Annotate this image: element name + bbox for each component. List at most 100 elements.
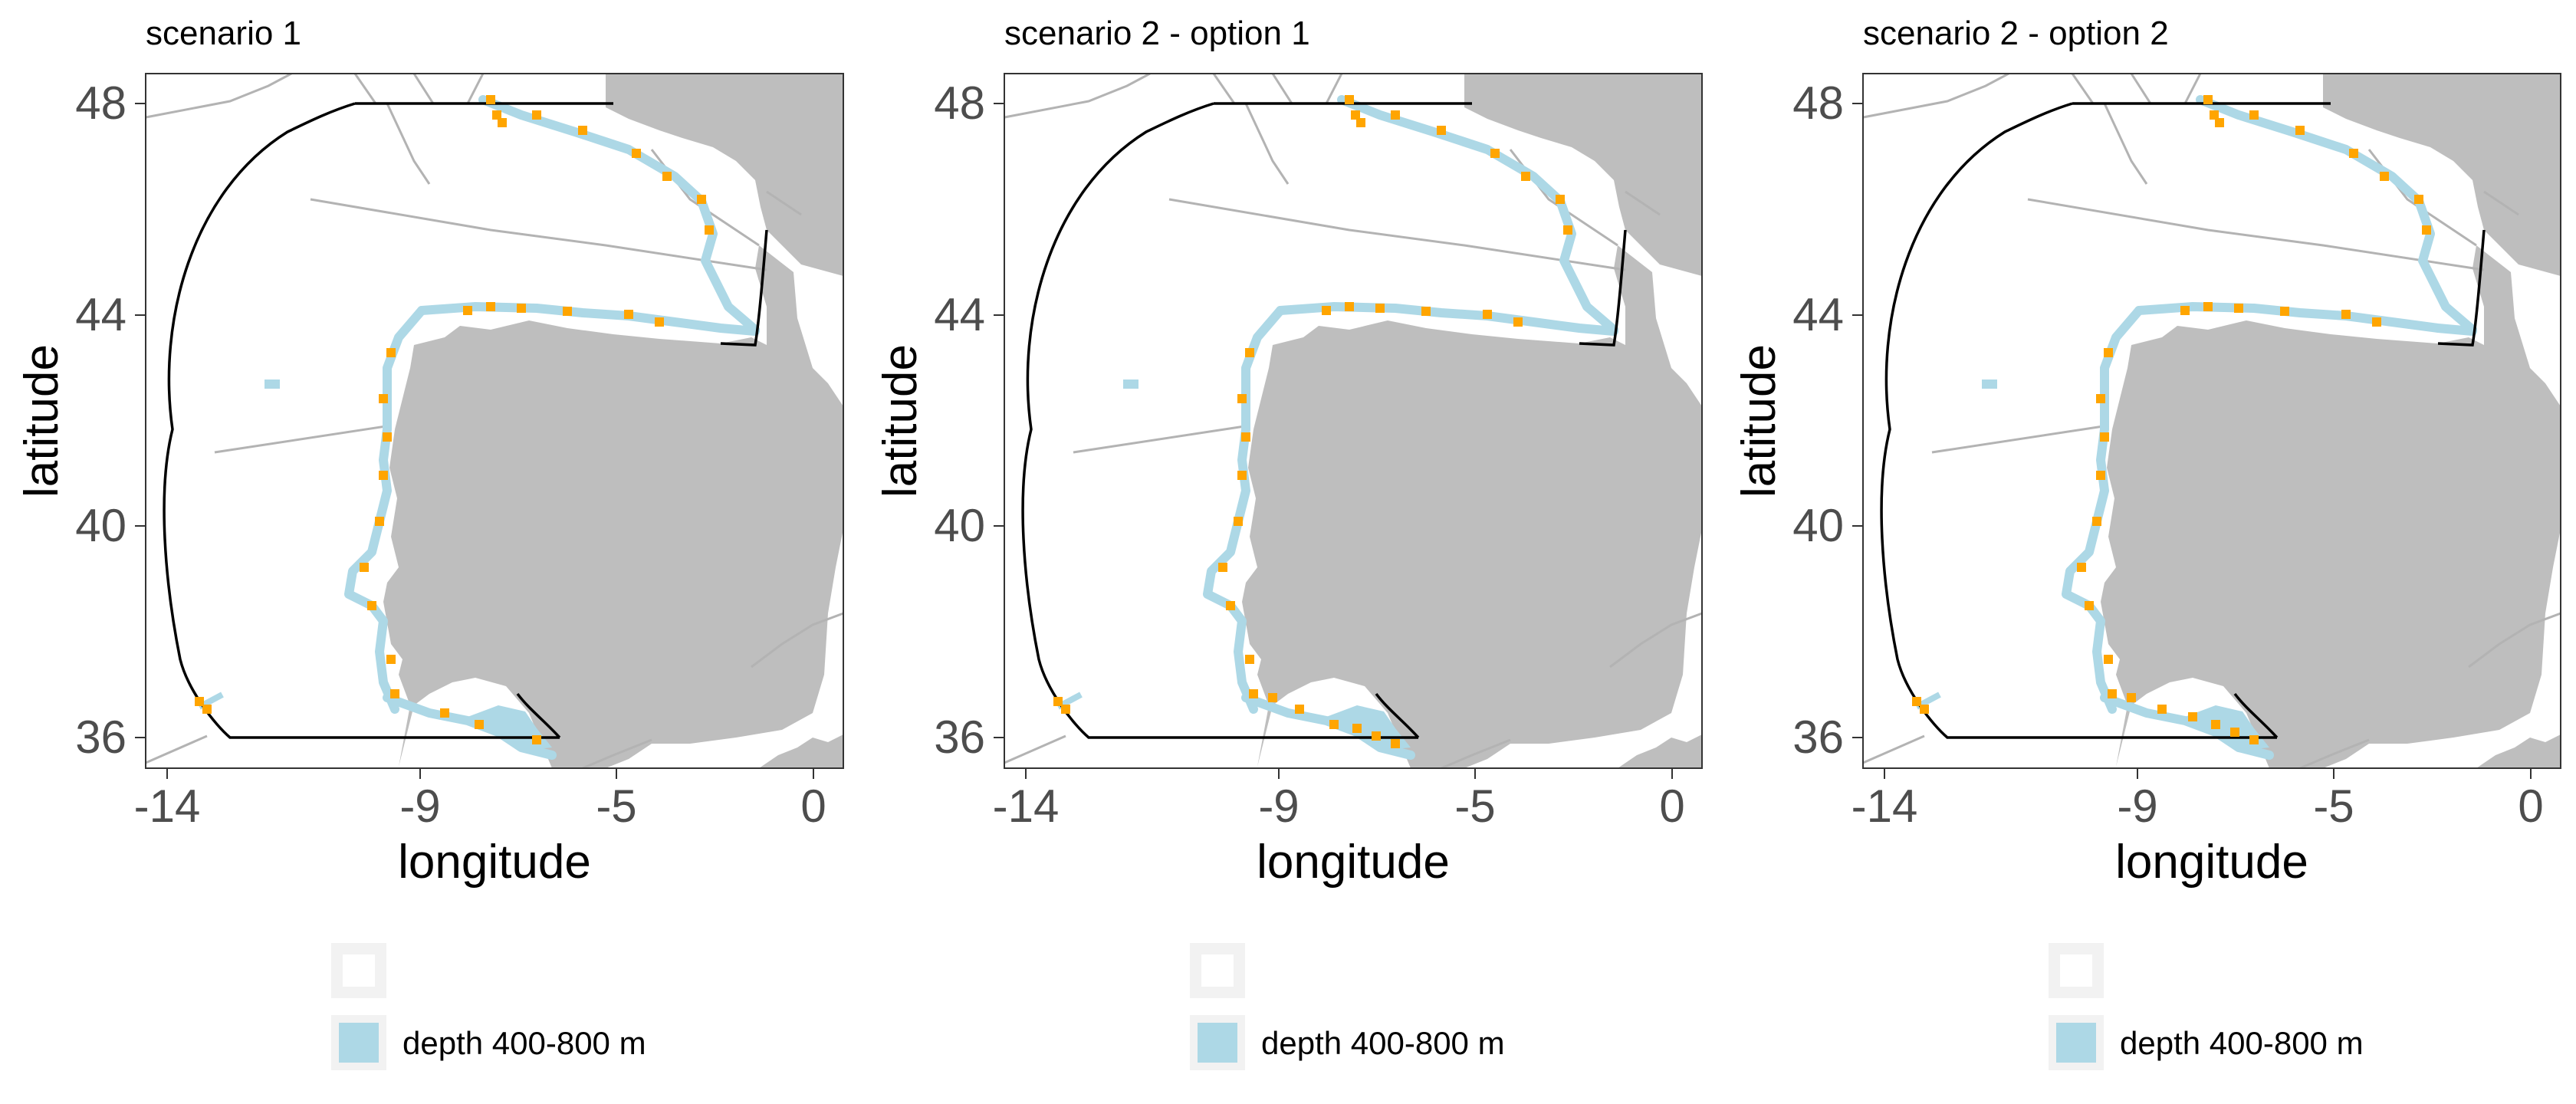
data-point (202, 705, 212, 714)
map-area (1004, 74, 1702, 768)
data-point (2180, 306, 2190, 315)
data-point (1237, 471, 1247, 480)
y-axis-label: latitude (15, 344, 68, 498)
zone-line (1168, 198, 1626, 271)
y-tick-label: 40 (1792, 500, 1844, 551)
data-point (2203, 302, 2213, 311)
data-point (1391, 739, 1400, 748)
zone-line (1004, 74, 1151, 119)
data-point (1912, 697, 1921, 706)
zone-line (353, 74, 377, 104)
y-tick-label: 44 (934, 289, 985, 340)
data-point (1218, 563, 1227, 572)
data-point (2096, 394, 2105, 403)
zone-line (2027, 198, 2485, 271)
data-point (1372, 731, 1381, 741)
y-tick-label: 44 (1792, 289, 1844, 340)
data-point (1356, 118, 1365, 127)
x-axis-label: longitude (1257, 836, 1450, 889)
data-point (1322, 306, 1331, 315)
x-axis-label: longitude (398, 836, 591, 889)
x-tick-label: -5 (2313, 780, 2354, 832)
data-point (2188, 712, 2197, 721)
legend-swatch-depth (1198, 1023, 1237, 1063)
x-tick-label: -5 (596, 780, 636, 832)
x-tick-label: -5 (1454, 780, 1495, 832)
land-mass (383, 245, 843, 768)
y-axis-label: latitude (1733, 344, 1786, 498)
data-point (390, 689, 399, 698)
x-tick-label: 0 (1659, 780, 1684, 832)
zone-line (2071, 74, 2095, 104)
x-tick-label: 0 (800, 780, 826, 832)
x-axis-label: longitude (2115, 836, 2308, 889)
data-point (1329, 720, 1339, 729)
zone-line (1931, 424, 2109, 454)
zone-line (146, 612, 843, 768)
legend-swatch-empty (1200, 953, 1235, 988)
data-point (2092, 517, 2101, 526)
legend-swatch-depth (339, 1023, 379, 1063)
data-point (662, 172, 672, 181)
data-point (1490, 149, 1500, 158)
boundary-line (163, 102, 768, 739)
zone-line (146, 74, 292, 119)
depth-band (264, 380, 280, 389)
data-point (1295, 705, 1304, 714)
zone-line (466, 74, 485, 104)
data-point (2280, 307, 2289, 316)
data-point (195, 697, 204, 706)
plot-border (145, 73, 844, 769)
zone-line (2103, 103, 2148, 185)
data-point (2215, 118, 2224, 127)
depth-band (344, 306, 426, 714)
y-tick-label: 36 (1792, 711, 1844, 763)
legend-label: depth 400-800 m (2120, 1025, 2364, 1061)
data-point (386, 348, 396, 357)
data-point (2077, 563, 2086, 572)
y-tick-label: 48 (75, 77, 127, 129)
land-mass (759, 734, 843, 768)
data-point (1245, 655, 1254, 664)
map-area (146, 74, 843, 768)
data-point (486, 302, 495, 311)
data-point (386, 655, 396, 664)
zone-line (310, 198, 767, 271)
y-tick-label: 44 (75, 289, 127, 340)
x-tick-label: -14 (993, 780, 1060, 832)
data-point (1352, 724, 1362, 733)
data-point (563, 307, 572, 316)
data-point (2100, 432, 2109, 442)
data-point (2295, 126, 2305, 135)
y-axis-label: latitude (874, 344, 927, 498)
legend-swatch-depth (2056, 1023, 2096, 1063)
data-point (1421, 307, 1431, 316)
data-point (1375, 304, 1385, 313)
data-point (2249, 735, 2259, 744)
data-point (492, 110, 501, 120)
data-point (2085, 601, 2094, 610)
data-point (2203, 95, 2213, 104)
data-point (1249, 689, 1258, 698)
zone-line (2130, 74, 2152, 104)
data-point (1391, 110, 1400, 120)
zone-line (1244, 103, 1290, 185)
depth-band (2134, 302, 2477, 336)
data-point (1241, 432, 1250, 442)
data-point (1053, 697, 1063, 706)
depth-band (1982, 380, 1997, 389)
x-tick-label: -14 (134, 780, 201, 832)
data-point (498, 118, 507, 127)
data-point (1226, 601, 1235, 610)
boundary-line (1880, 102, 2486, 739)
panel-title: scenario 1 (146, 15, 301, 52)
data-point (440, 708, 449, 718)
panel-title: scenario 2 - option 1 (1004, 15, 1310, 52)
y-tick-label: 36 (934, 711, 985, 763)
data-point (1513, 317, 1523, 327)
data-point (2104, 348, 2113, 357)
plot-border (1004, 73, 1703, 769)
data-point (532, 735, 541, 744)
plot-border (1862, 73, 2561, 769)
